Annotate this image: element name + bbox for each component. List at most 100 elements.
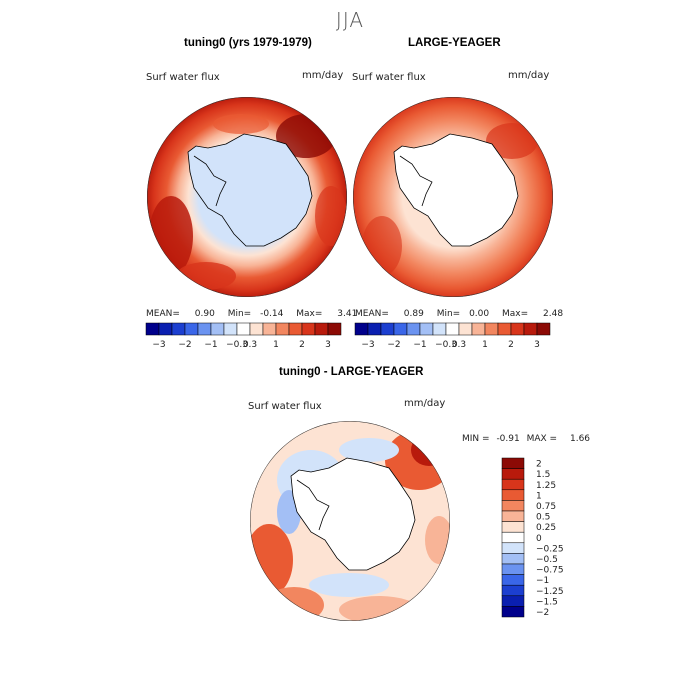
- panel-3-title: tuning0 - LARGE-YEAGER: [279, 366, 424, 378]
- colorbar-cell: [501, 510, 525, 522]
- panel-1-polar-map: [147, 97, 347, 297]
- season-title: JJA: [335, 8, 365, 32]
- colorbar-cell: [393, 322, 408, 336]
- panel-1-stats: MEAN= 0.90 Min= -0.14 Max= 3.41: [146, 309, 357, 319]
- colorbar-cell: [327, 322, 342, 336]
- colorbar-tick-label: −1.25: [536, 587, 564, 597]
- colorbar-cell: [223, 322, 238, 336]
- colorbar-cell: [536, 322, 551, 336]
- colorbar-tick-label: 1: [536, 491, 542, 501]
- panel-2-variable-label: Surf water flux: [352, 72, 426, 83]
- colorbar-cell: [288, 322, 303, 336]
- colorbar-tick-label: −3: [361, 340, 374, 350]
- colorbar-tick-label: −2: [387, 340, 400, 350]
- colorbar-cell: [501, 584, 525, 597]
- panel-1-min-label: Min=: [227, 309, 252, 319]
- colorbar-cell: [262, 322, 277, 336]
- colorbar-cell: [501, 468, 525, 480]
- colorbar-cell: [510, 322, 525, 336]
- colorbar-cell: [484, 322, 499, 336]
- panel-3-variable-label: Surf water flux: [248, 401, 322, 412]
- panel-2-min-value: 0.00: [469, 309, 490, 319]
- colorbar-cell: [145, 322, 160, 336]
- colorbar-cell: [471, 322, 486, 336]
- colorbar-tick-label: 0.3: [452, 340, 466, 350]
- panel-1-max-label: Max=: [296, 309, 323, 319]
- colorbar-tick-label: −1: [204, 340, 217, 350]
- panel-3-max-value: 1.66: [569, 434, 591, 444]
- panel-1-min-value: -0.14: [260, 309, 284, 319]
- colorbar-cell: [501, 553, 525, 565]
- colorbar-tick-label: 3: [534, 340, 540, 350]
- colorbar-cell: [432, 322, 447, 336]
- colorbar-cell: [523, 322, 538, 336]
- panel-2-polar-map: [353, 97, 553, 297]
- colorbar-cell: [501, 521, 525, 533]
- colorbar-tick-label: 0.3: [243, 340, 257, 350]
- colorbar-tick-label: 0.25: [536, 523, 556, 533]
- panel-1-title: tuning0 (yrs 1979-1979): [184, 37, 312, 49]
- panel-1-mean-value: 0.90: [194, 309, 215, 319]
- panel-3-min-value: -0.91: [496, 434, 520, 444]
- colorbar-cell: [314, 322, 329, 336]
- colorbar-cell: [501, 500, 525, 512]
- panel-1-colorbar: −3 −2 −1 −0.30.3 1 2 3: [145, 322, 342, 350]
- colorbar-tick-label: 2: [536, 460, 542, 470]
- colorbar-cell: [158, 322, 173, 336]
- panel-1-units-label: mm/day: [302, 70, 344, 81]
- colorbar-tick-label: −0.3: [435, 340, 457, 350]
- panel-3-stats: MIN = -0.91 MAX = 1.66: [462, 434, 590, 444]
- colorbar-cell: [501, 606, 525, 618]
- colorbar-cell: [197, 322, 212, 336]
- colorbar-tick-label: 0.5: [536, 513, 550, 523]
- colorbar-tick-label: 1.25: [536, 481, 556, 491]
- colorbar-cell: [236, 322, 251, 336]
- colorbar-cell: [171, 322, 186, 336]
- colorbar-cell: [367, 322, 382, 336]
- colorbar-cell: [501, 563, 525, 575]
- colorbar-cell: [501, 478, 525, 491]
- panel-2-mean-value: 0.89: [403, 309, 424, 319]
- colorbar-tick-label: −0.75: [536, 566, 564, 576]
- panel-3-polar-map: [250, 421, 450, 621]
- colorbar-tick-label: −1.5: [536, 597, 558, 607]
- colorbar-cell: [419, 322, 434, 336]
- colorbar-tick-label: −0.5: [536, 555, 558, 565]
- panel-1-mean-label: MEAN=: [146, 309, 180, 319]
- colorbar-cell: [501, 457, 525, 469]
- colorbar-cell: [354, 322, 369, 336]
- colorbar-tick-label: −2: [178, 340, 191, 350]
- panel-2-colorbar: −3 −2 −1 −0.30.3 1 2 3: [354, 322, 551, 350]
- panel-3-units-label: mm/day: [404, 398, 446, 409]
- colorbar-cell: [249, 322, 264, 336]
- panel-2-min-label: Min=: [436, 309, 461, 319]
- panel-3-colorbar: 21.51.2510.750.50.250−0.25−0.5−0.75−1−1.…: [501, 457, 564, 618]
- colorbar-cell: [458, 322, 473, 336]
- colorbar-cell: [501, 489, 525, 501]
- panel-1-max-value: 3.41: [337, 309, 358, 319]
- colorbar-cell: [501, 595, 525, 607]
- panel-2-stats: MEAN= 0.89 Min= 0.00 Max= 2.48: [355, 309, 563, 319]
- colorbar-cell: [497, 322, 512, 336]
- colorbar-tick-label: 3: [325, 340, 331, 350]
- panel-2-mean-label: MEAN=: [355, 309, 389, 319]
- colorbar-cell: [501, 574, 525, 586]
- colorbar-cell: [301, 322, 316, 336]
- colorbar-cell: [445, 322, 460, 336]
- colorbar-cell: [406, 322, 421, 336]
- colorbar-tick-label: −0.25: [536, 544, 564, 554]
- colorbar-tick-label: −3: [152, 340, 165, 350]
- colorbar-cell: [184, 322, 199, 336]
- panel-2-max-label: Max=: [502, 309, 529, 319]
- colorbar-tick-label: 2: [508, 340, 514, 350]
- colorbar-tick-label: −1: [536, 576, 549, 586]
- panel-2-title: LARGE-YEAGER: [408, 37, 501, 49]
- colorbar-cell: [210, 322, 225, 336]
- panel-1-variable-label: Surf water flux: [146, 72, 220, 83]
- colorbar-tick-label: 2: [299, 340, 305, 350]
- colorbar-cell: [501, 531, 525, 544]
- colorbar-tick-label: 1: [273, 340, 279, 350]
- colorbar-tick-label: 1.5: [536, 470, 550, 480]
- colorbar-cell: [501, 542, 525, 554]
- colorbar-tick-label: −1: [413, 340, 426, 350]
